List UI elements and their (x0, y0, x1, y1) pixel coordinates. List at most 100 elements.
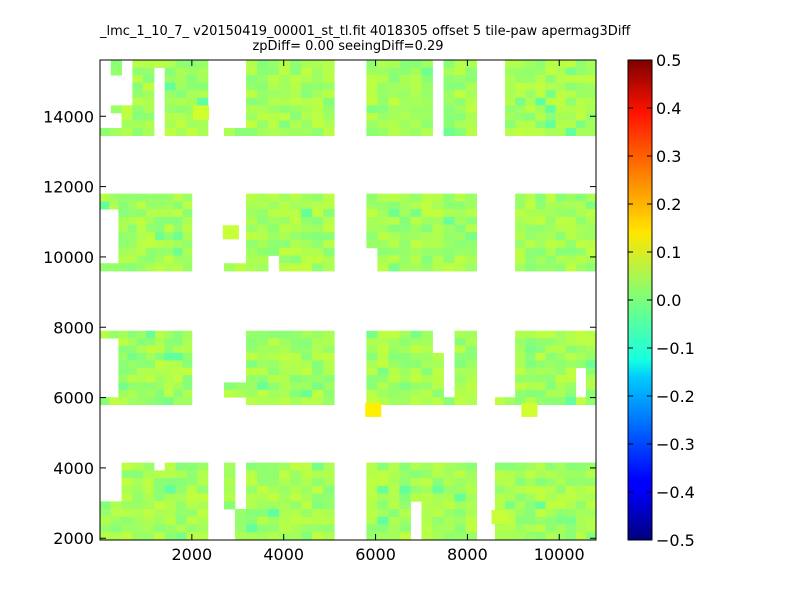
heatmap-cell (312, 247, 324, 256)
heatmap-cell (155, 330, 165, 339)
heatmap-cell (399, 360, 411, 369)
heatmap-cell (268, 338, 280, 346)
heatmap-cell (118, 216, 128, 225)
heatmap-cell (399, 263, 411, 272)
heatmap-cell (443, 82, 455, 91)
heatmap-cell (454, 90, 466, 99)
heatmap-cell (145, 375, 156, 383)
heatmap-cell (290, 397, 302, 406)
heatmap-cell (399, 470, 411, 479)
heatmap-cell (410, 201, 422, 210)
heatmap-cell (323, 352, 335, 361)
heatmap-cell (525, 216, 536, 225)
heatmap-cell (279, 82, 291, 91)
heatmap-cell (515, 82, 526, 91)
heatmap-cell (153, 532, 166, 540)
heatmap-cell (132, 478, 144, 487)
heatmap-cell (132, 524, 144, 533)
heatmap-cell (410, 105, 422, 114)
heatmap-cell (121, 501, 133, 510)
heatmap-cell (197, 524, 209, 533)
heatmap-cell (290, 120, 302, 129)
heatmap-cell (585, 105, 596, 114)
heatmap-cell (515, 352, 526, 361)
heatmap-cell (279, 209, 291, 218)
heatmap-cell (175, 128, 187, 137)
heatmap-cell (555, 330, 567, 339)
heatmap-cell (545, 493, 556, 502)
heatmap-cell (127, 389, 138, 398)
heatmap-cell (279, 389, 291, 398)
heatmap-cell (454, 224, 466, 233)
heatmap-cell (323, 501, 335, 510)
heatmap-cell (366, 60, 378, 68)
heatmap-cell (454, 532, 466, 540)
heatmap-cell (525, 247, 536, 256)
heatmap-cell (155, 255, 165, 264)
heatmap-cell (443, 105, 455, 114)
heatmap-cell (235, 263, 247, 272)
heatmap-cell (505, 532, 516, 540)
heatmap-cell (268, 75, 280, 84)
heatmap-cell (465, 509, 477, 518)
heatmap-cell (421, 240, 433, 249)
heatmap-cell (301, 478, 313, 487)
heatmap-cell (410, 97, 422, 106)
heatmap-cell (143, 128, 155, 137)
heatmap-cell (366, 193, 378, 202)
heatmap-cell (535, 247, 546, 256)
heatmap-cell (399, 462, 411, 471)
heatmap-cell (301, 112, 313, 121)
axes: 2000 4000 6000 8000 10000 2000 4000 6000 8000 100… (43, 60, 596, 564)
heatmap-cell (515, 501, 526, 510)
heatmap-cell (268, 382, 280, 391)
heatmap-cell (312, 193, 324, 202)
heatmap-cell (164, 345, 174, 354)
heatmap-cell (525, 360, 536, 369)
heatmap-cell (197, 532, 209, 540)
heatmap-cell (301, 224, 313, 233)
heatmap-cell (257, 501, 269, 510)
heatmap-cell (388, 82, 400, 91)
heatmap-cell (555, 516, 567, 525)
heatmap-cell (399, 367, 411, 376)
heatmap-cell (454, 67, 466, 76)
heatmap-cell (399, 120, 411, 129)
heatmap-cell (257, 216, 269, 225)
heatmap-cell (465, 375, 477, 383)
heatmap-cell (301, 345, 313, 354)
heatmap-cell (421, 389, 433, 398)
heatmap-cell (366, 232, 378, 241)
heatmap-cell (377, 90, 389, 99)
heatmap-cell (197, 67, 209, 76)
heatmap-cell (121, 120, 133, 129)
heatmap-cell (565, 470, 577, 479)
heatmap-cell (121, 478, 133, 487)
heatmap-cell (224, 485, 236, 494)
heatmap-cell (197, 501, 209, 510)
heatmap-cell (421, 532, 433, 540)
y-tick-label: 2000 (53, 529, 94, 548)
heatmap-cell (545, 509, 556, 518)
heatmap-cell (268, 120, 280, 129)
heatmap-cell (525, 338, 536, 346)
heatmap-cell (454, 216, 466, 225)
heatmap-cell (421, 485, 433, 494)
heatmap-cell (432, 263, 444, 272)
heatmap-cell (246, 263, 258, 272)
heatmap-cell (410, 240, 422, 249)
heatmap-cell (153, 524, 166, 533)
heatmap-cell (432, 193, 444, 202)
heatmap-cell (366, 90, 378, 99)
heatmap-cell (301, 462, 313, 471)
heatmap-cell (301, 509, 313, 518)
heatmap-cell (585, 360, 596, 369)
heatmap-cell (257, 532, 269, 540)
heatmap-cell (454, 97, 466, 106)
heatmap-cell (575, 509, 587, 518)
heatmap-cell (432, 375, 444, 383)
heatmap-cell (585, 60, 596, 68)
x-tick-label: 6000 (355, 545, 396, 564)
heatmap-cell (525, 352, 536, 361)
heatmap-cell (399, 375, 411, 383)
